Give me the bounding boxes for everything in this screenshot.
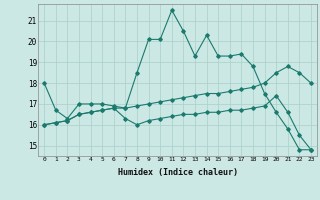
X-axis label: Humidex (Indice chaleur): Humidex (Indice chaleur) — [118, 168, 238, 177]
